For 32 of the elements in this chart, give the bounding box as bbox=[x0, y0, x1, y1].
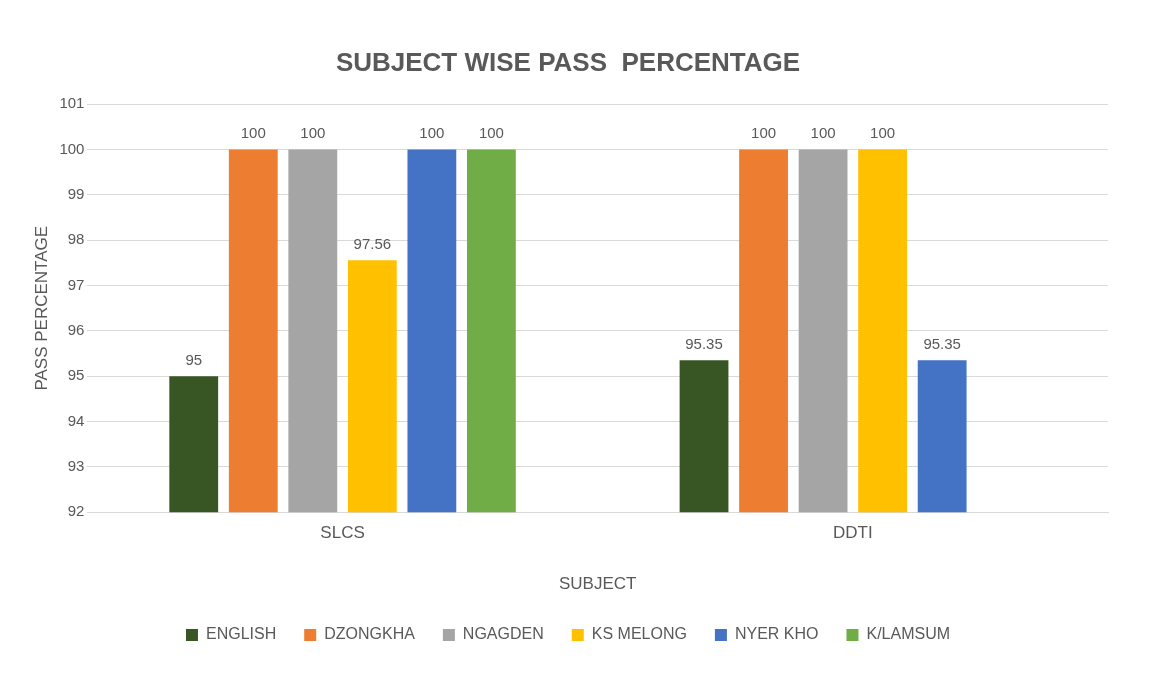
y-tick-label: 94 bbox=[67, 411, 85, 429]
data-label: 95.35 bbox=[923, 334, 961, 352]
y-tick-label: 96 bbox=[67, 321, 85, 339]
x-tick-label: SLCS bbox=[320, 523, 365, 543]
data-label: 100 bbox=[751, 124, 777, 142]
y-tick-label: 97 bbox=[67, 275, 85, 293]
legend-label: ENGLISH bbox=[205, 625, 277, 643]
data-label: 100 bbox=[240, 124, 266, 142]
data-label: 100 bbox=[419, 124, 445, 142]
y-tick-label: 101 bbox=[59, 94, 85, 112]
legend-label: NGAGDEN bbox=[462, 625, 544, 643]
y-tick-label: 95 bbox=[67, 366, 85, 384]
x-tick-label: DDTI bbox=[833, 523, 873, 543]
data-label: 97.56 bbox=[353, 234, 392, 252]
y-tick-label: 93 bbox=[67, 457, 85, 475]
data-label: 100 bbox=[300, 124, 326, 142]
data-label: 100 bbox=[870, 124, 896, 142]
data-label: 95.35 bbox=[685, 334, 723, 352]
y-tick-label: 100 bbox=[59, 139, 85, 157]
y-tick-label: 99 bbox=[67, 185, 85, 203]
data-label: 100 bbox=[810, 124, 836, 142]
data-label: 100 bbox=[478, 124, 504, 142]
chart-title: SUBJECT WISE PASS PERCENTAGE bbox=[335, 46, 801, 77]
y-axis-title: PASS PERCENTAGE bbox=[31, 225, 51, 391]
legend-label: KS MELONG bbox=[591, 625, 687, 643]
legend-label: K/LAMSUM bbox=[866, 625, 951, 643]
legend-label: DZONGKHA bbox=[324, 625, 416, 643]
y-tick-label: 92 bbox=[67, 502, 85, 520]
y-tick-label: 98 bbox=[67, 230, 85, 248]
data-label: 95 bbox=[185, 350, 203, 368]
legend-label: NYER KHO bbox=[734, 625, 819, 643]
x-axis-title: SUBJECT bbox=[558, 574, 637, 594]
